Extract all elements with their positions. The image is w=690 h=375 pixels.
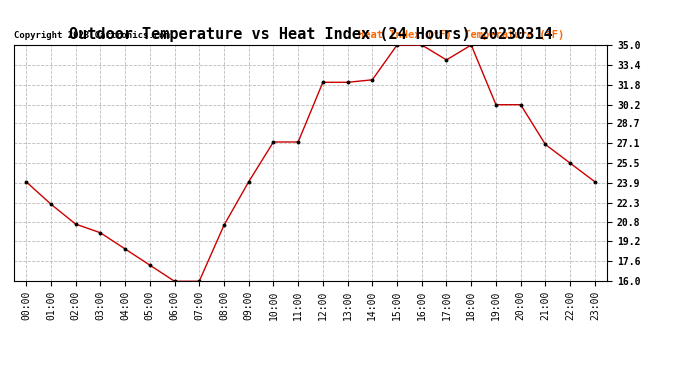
Text: Copyright 2023 Cartronics.com: Copyright 2023 Cartronics.com xyxy=(14,31,170,40)
Text: Heat Index (°F)  Temperature (°F): Heat Index (°F) Temperature (°F) xyxy=(358,30,564,40)
Title: Outdoor Temperature vs Heat Index (24 Hours) 20230314: Outdoor Temperature vs Heat Index (24 Ho… xyxy=(69,27,552,42)
